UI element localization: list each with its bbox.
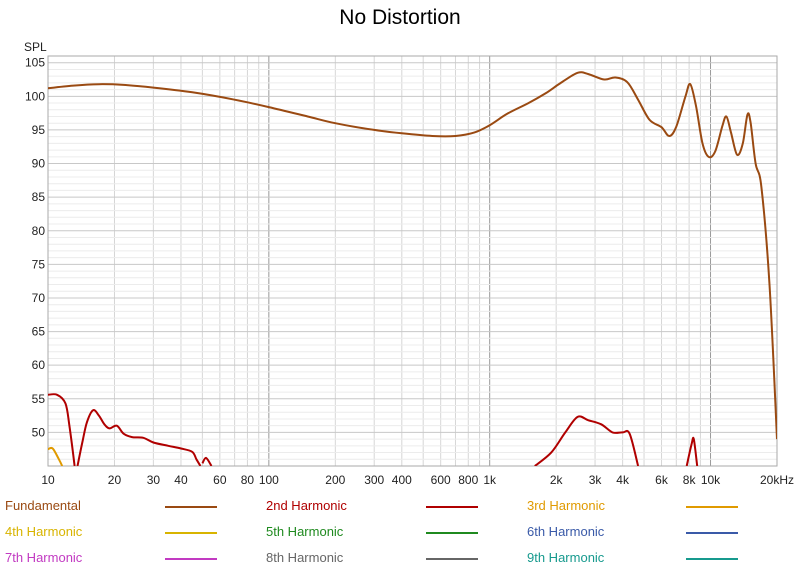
legend-swatch-fundamental [165,506,217,508]
legend-swatch-3rd-harmonic [686,506,738,508]
x-tick-label: 80 [241,473,255,487]
x-tick-label: 10 [41,473,55,487]
x-tick-label: 800 [458,473,478,487]
legend-swatch-4th-harmonic [165,532,217,534]
series-group [48,71,777,466]
chart-title: No Distortion [339,6,461,29]
x-tick-label: 100 [259,473,279,487]
x-tick-label: 400 [392,473,412,487]
y-tick-label: 105 [25,56,45,70]
y-tick-label: 70 [32,291,46,305]
legend-label-4th-harmonic: 4th Harmonic [5,524,83,539]
x-tick-label: 10k [701,473,721,487]
series-line-2nd-harmonic [76,409,202,466]
x-tick-label: 600 [431,473,451,487]
x-tick-label: 60 [213,473,227,487]
y-tick-label: 95 [32,123,46,137]
series-line-fundamental [48,71,777,440]
legend-swatch-7th-harmonic [165,558,217,560]
x-tick-label: 2k [550,473,564,487]
legend-swatch-6th-harmonic [686,532,738,534]
legend-label-2nd-harmonic: 2nd Harmonic [266,498,347,513]
series-line-2nd-harmonic [201,456,213,466]
y-tick-label: 90 [32,157,46,171]
legend-label-6th-harmonic: 6th Harmonic [527,524,605,539]
legend-label-9th-harmonic: 9th Harmonic [527,550,605,565]
x-tick-label: 8k [683,473,697,487]
legend-swatch-2nd-harmonic [426,506,478,508]
series-line-2nd-harmonic [534,415,640,466]
legend-swatch-9th-harmonic [686,558,738,560]
x-tick-label: 30 [147,473,161,487]
legend-label-3rd-harmonic: 3rd Harmonic [527,498,606,513]
x-tick-label: 1k [483,473,497,487]
y-tick-label: 85 [32,190,46,204]
x-tick-label: 40 [174,473,188,487]
legend-label-8th-harmonic: 8th Harmonic [266,550,344,565]
plot-area [48,56,777,466]
x-tick-label: 200 [325,473,345,487]
legend-label-5th-harmonic: 5th Harmonic [266,524,344,539]
x-tick-label: 20kHz [760,473,794,487]
y-axis-label: SPL [24,40,47,54]
y-tick-label: 80 [32,224,46,238]
legend-label-7th-harmonic: 7th Harmonic [5,550,83,565]
y-tick-label: 65 [32,325,46,339]
legend-swatch-5th-harmonic [426,532,478,534]
x-tick-label: 4k [616,473,630,487]
legend-swatch-8th-harmonic [426,558,478,560]
y-tick-label: 50 [32,425,46,439]
x-tick-label: 6k [655,473,669,487]
y-tick-label: 55 [32,392,46,406]
x-tick-label: 20 [108,473,122,487]
x-tick-label: 3k [589,473,603,487]
series-line-2nd-harmonic [685,436,699,466]
y-tick-label: 60 [32,358,46,372]
plot-frame [47,55,778,467]
x-tick-label: 300 [364,473,384,487]
y-tick-label: 75 [32,257,46,271]
legend-label-fundamental: Fundamental [5,498,81,513]
y-tick-label: 100 [25,89,45,103]
series-line-2nd-harmonic [48,393,76,466]
series-line-3rd-harmonic [48,446,64,466]
